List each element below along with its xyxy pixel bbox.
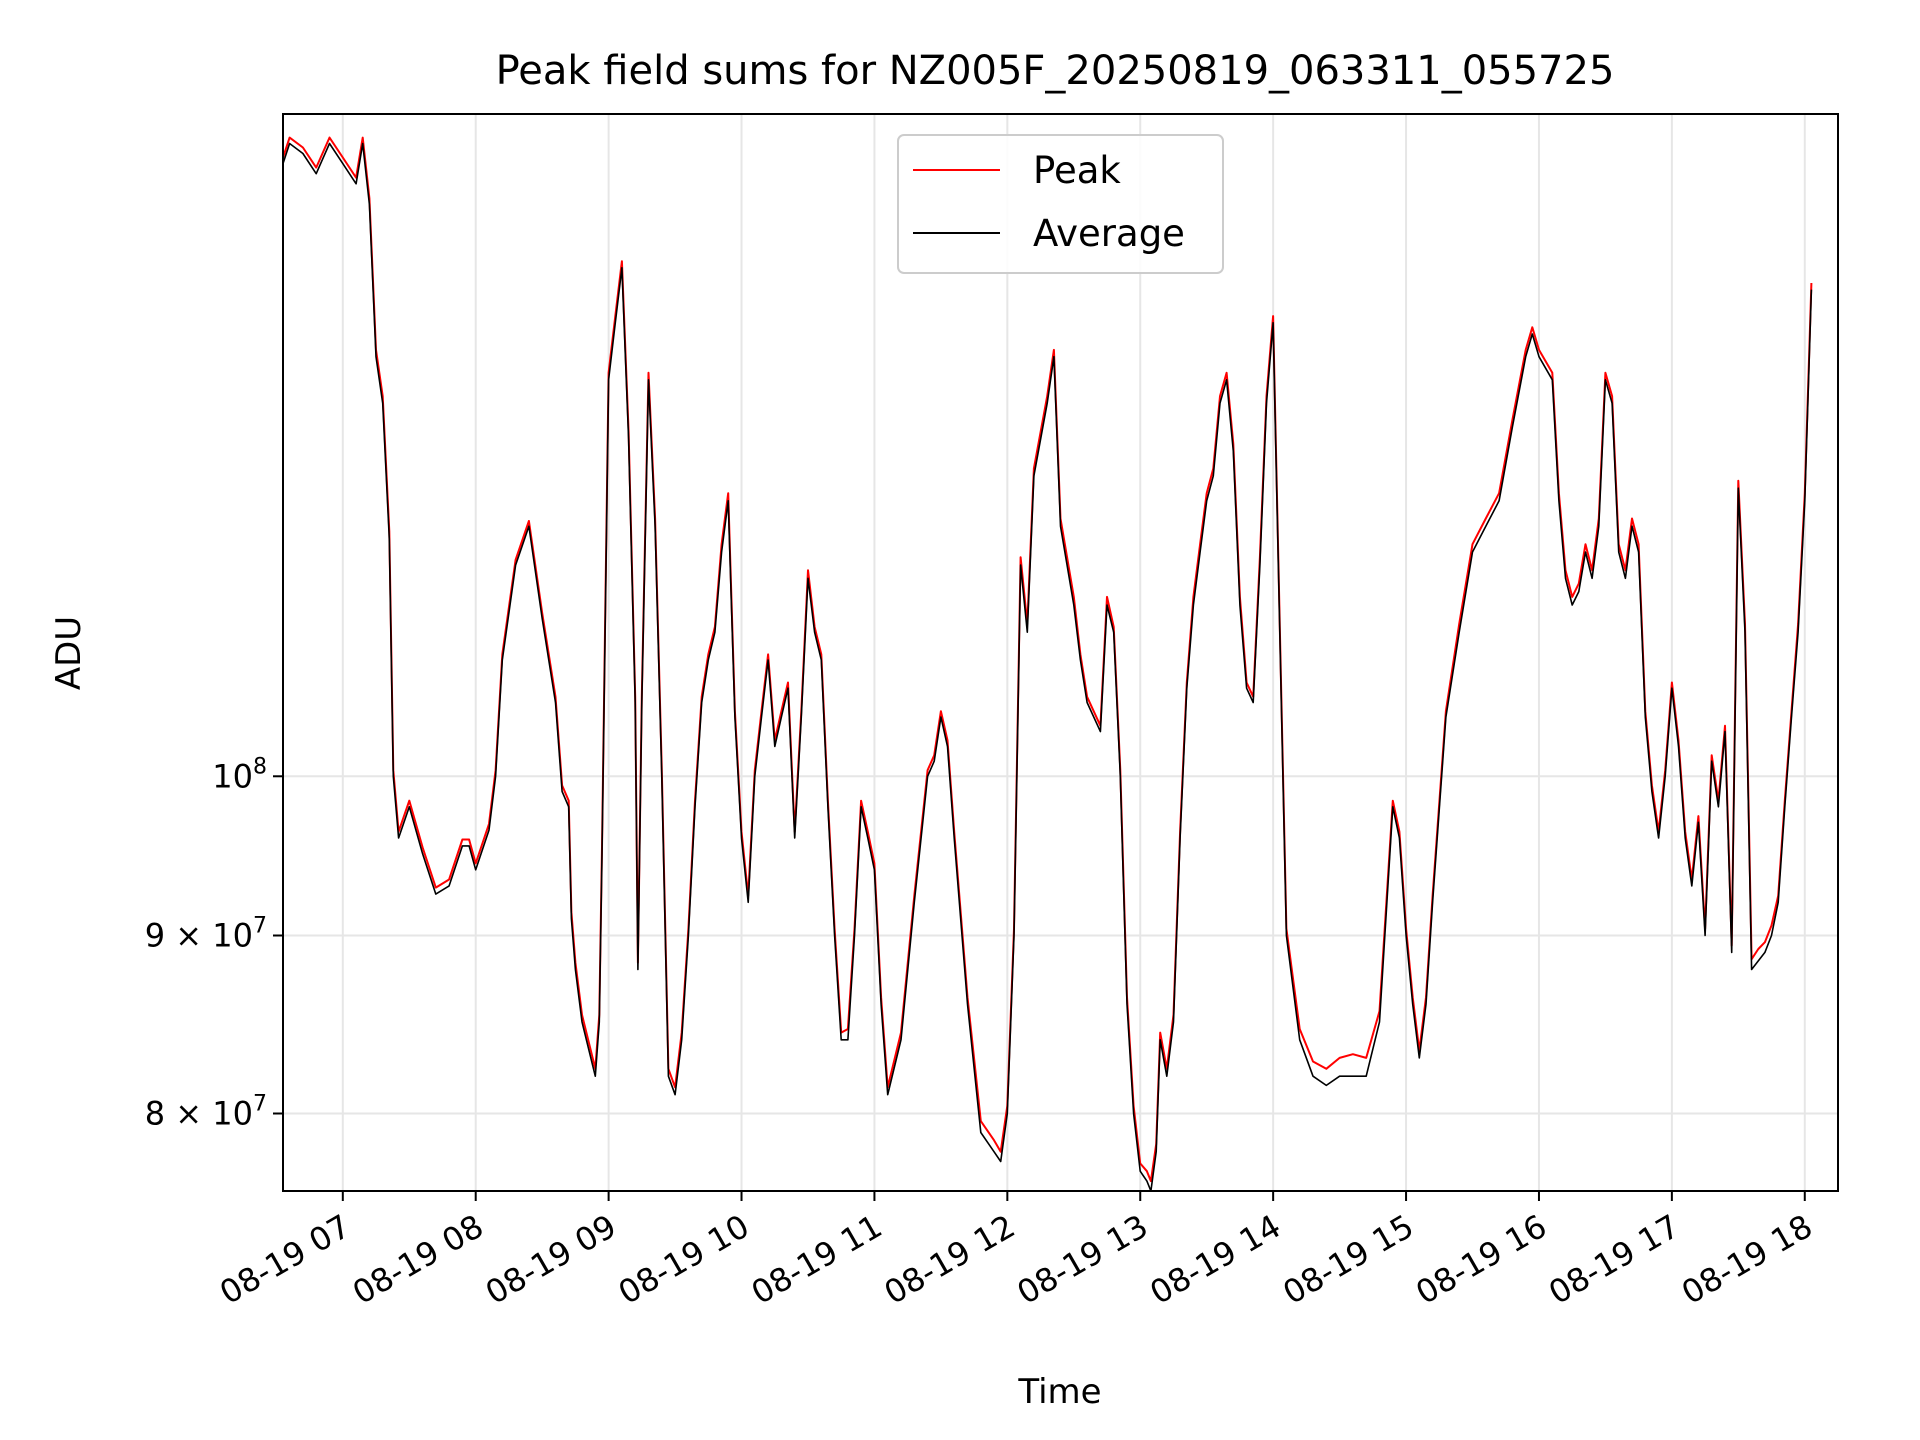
y-tick-label: 8 × 107 bbox=[145, 1091, 267, 1132]
series-lines bbox=[283, 136, 1813, 1191]
y-axis: 8 × 107 9 × 107 108 bbox=[145, 754, 283, 1132]
legend: Peak Average bbox=[897, 134, 1224, 274]
grid-lines bbox=[283, 114, 1838, 1191]
y-tick-label: 108 bbox=[212, 754, 267, 795]
plot-frame bbox=[282, 113, 1839, 1192]
series-line-peak bbox=[283, 136, 1813, 1183]
legend-label-peak: Peak bbox=[1033, 149, 1121, 192]
legend-label-average: Average bbox=[1033, 212, 1185, 255]
y-axis-label: ADU bbox=[49, 616, 89, 690]
chart-title: Peak field sums for NZ005F_20250819_0633… bbox=[496, 48, 1615, 94]
y-tick-label: 9 × 107 bbox=[145, 913, 267, 954]
x-axis-label: Time bbox=[1017, 1372, 1101, 1412]
series-line-average bbox=[283, 142, 1813, 1191]
